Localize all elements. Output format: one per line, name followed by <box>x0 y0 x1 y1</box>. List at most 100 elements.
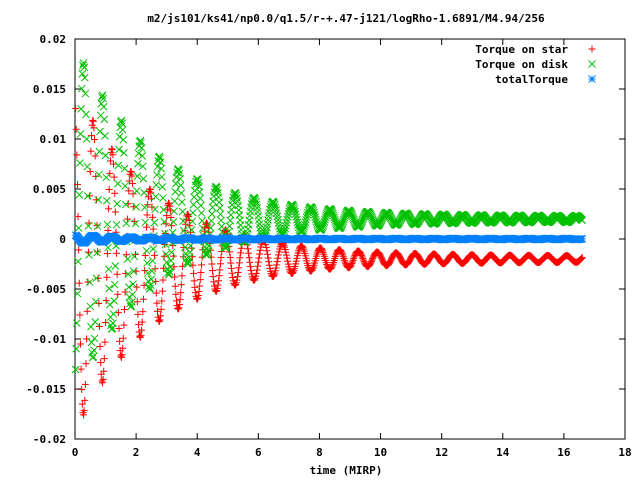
point-1-190 <box>187 226 196 234</box>
point-0-161 <box>170 263 178 271</box>
point-1-99 <box>132 202 140 211</box>
point-1-44 <box>98 91 107 100</box>
point-0-76 <box>118 351 126 359</box>
point-0-317 <box>265 261 273 269</box>
point-0-267 <box>235 264 243 272</box>
point-0-132 <box>152 289 160 297</box>
point-1-7 <box>76 159 84 167</box>
axis-ticks: 0 2 4 6 8 10 12 14 16 18 -0.02 -0.015 -0.01 -0.005 0 0.… <box>26 33 631 459</box>
point-1-124 <box>147 275 156 284</box>
point-1-6 <box>75 190 84 199</box>
point-0-26 <box>88 132 95 140</box>
point-1-49 <box>101 151 110 160</box>
point-0-315 <box>264 254 272 262</box>
point-1-1 <box>72 344 81 353</box>
point-0-170 <box>176 300 183 308</box>
point-1-95 <box>129 267 138 276</box>
x-tick-label: 8 <box>316 446 323 459</box>
point-1-78 <box>119 135 128 144</box>
point-1-155 <box>166 263 175 272</box>
point-0-179 <box>181 227 189 235</box>
point-1-37 <box>94 195 103 204</box>
point-0-55 <box>105 186 113 194</box>
point-1-144 <box>159 205 168 214</box>
point-0-18 <box>83 335 91 343</box>
x-tick-label: 2 <box>133 446 140 459</box>
point-1-30 <box>90 346 98 355</box>
point-1-33 <box>91 297 100 306</box>
point-0-82 <box>122 270 130 278</box>
point-0-225 <box>209 273 217 281</box>
point-1-14 <box>80 63 89 72</box>
point-0-206 <box>198 261 205 269</box>
point-1-223 <box>208 210 216 218</box>
point-1-118 <box>143 269 152 278</box>
point-0-164 <box>172 290 180 298</box>
point-0-439 <box>340 255 348 263</box>
point-1-221 <box>206 223 215 232</box>
point-0-435 <box>337 248 345 256</box>
point-0-71 <box>115 325 123 333</box>
point-1-176 <box>179 217 188 226</box>
point-1-193 <box>189 200 198 209</box>
point-2-829 <box>578 234 587 243</box>
data-marks <box>71 59 587 419</box>
point-0-480 <box>365 262 373 270</box>
point-0-98 <box>132 250 139 258</box>
point-0-138 <box>156 316 164 324</box>
point-0-74 <box>117 352 125 360</box>
point-0-411 <box>323 260 331 268</box>
point-0-425 <box>331 253 339 261</box>
point-0-62 <box>110 160 117 168</box>
point-1-62 <box>109 310 118 318</box>
point-0-79 <box>120 321 128 329</box>
point-1-156 <box>167 256 175 265</box>
point-0-193 <box>190 269 198 277</box>
point-0-17 <box>82 360 90 368</box>
point-1-184 <box>184 259 192 268</box>
point-0-265 <box>234 273 242 281</box>
point-0-403 <box>318 245 326 253</box>
point-0-67 <box>113 249 121 257</box>
point-1-16 <box>81 89 90 98</box>
point-0-345 <box>282 251 290 259</box>
point-0-8 <box>77 340 84 348</box>
legend-label-2: totalTorque <box>495 73 568 86</box>
point-0-50 <box>102 297 110 305</box>
point-0-328 <box>272 264 280 272</box>
point-0-141 <box>158 297 166 305</box>
point-0-452 <box>348 259 356 267</box>
point-0-39 <box>95 322 103 330</box>
point-0-103 <box>135 321 143 329</box>
point-0-456 <box>350 253 358 261</box>
point-0-253 <box>226 253 234 261</box>
y-tick-label: 0.005 <box>33 183 66 196</box>
point-0-57 <box>106 157 114 165</box>
point-0-105 <box>136 332 144 340</box>
point-0-254 <box>227 259 235 267</box>
point-1-174 <box>178 198 186 207</box>
point-1-207 <box>198 216 206 225</box>
point-1-54 <box>104 265 113 274</box>
point-1-92 <box>127 298 136 306</box>
point-0-438 <box>339 253 347 261</box>
point-0-828 <box>578 254 586 262</box>
point-0-28 <box>89 116 97 124</box>
point-0-29 <box>89 117 97 125</box>
y-tick-label: 0.02 <box>40 33 67 46</box>
point-1-224 <box>208 203 217 212</box>
point-0-420 <box>328 262 336 270</box>
point-1-55 <box>105 284 114 293</box>
point-1-39 <box>95 147 104 156</box>
point-0-51 <box>103 273 111 281</box>
series-0 <box>72 105 586 419</box>
point-0-14 <box>80 407 88 415</box>
point-0-155 <box>166 207 174 215</box>
point-0-484 <box>367 258 375 266</box>
y-tick-label: 0.01 <box>40 133 67 146</box>
point-1-63 <box>110 297 118 305</box>
x-axis-label: time (MIRP) <box>310 464 383 477</box>
point-0-169 <box>175 304 183 312</box>
point-0-86 <box>124 200 132 208</box>
point-1-18 <box>82 135 91 143</box>
